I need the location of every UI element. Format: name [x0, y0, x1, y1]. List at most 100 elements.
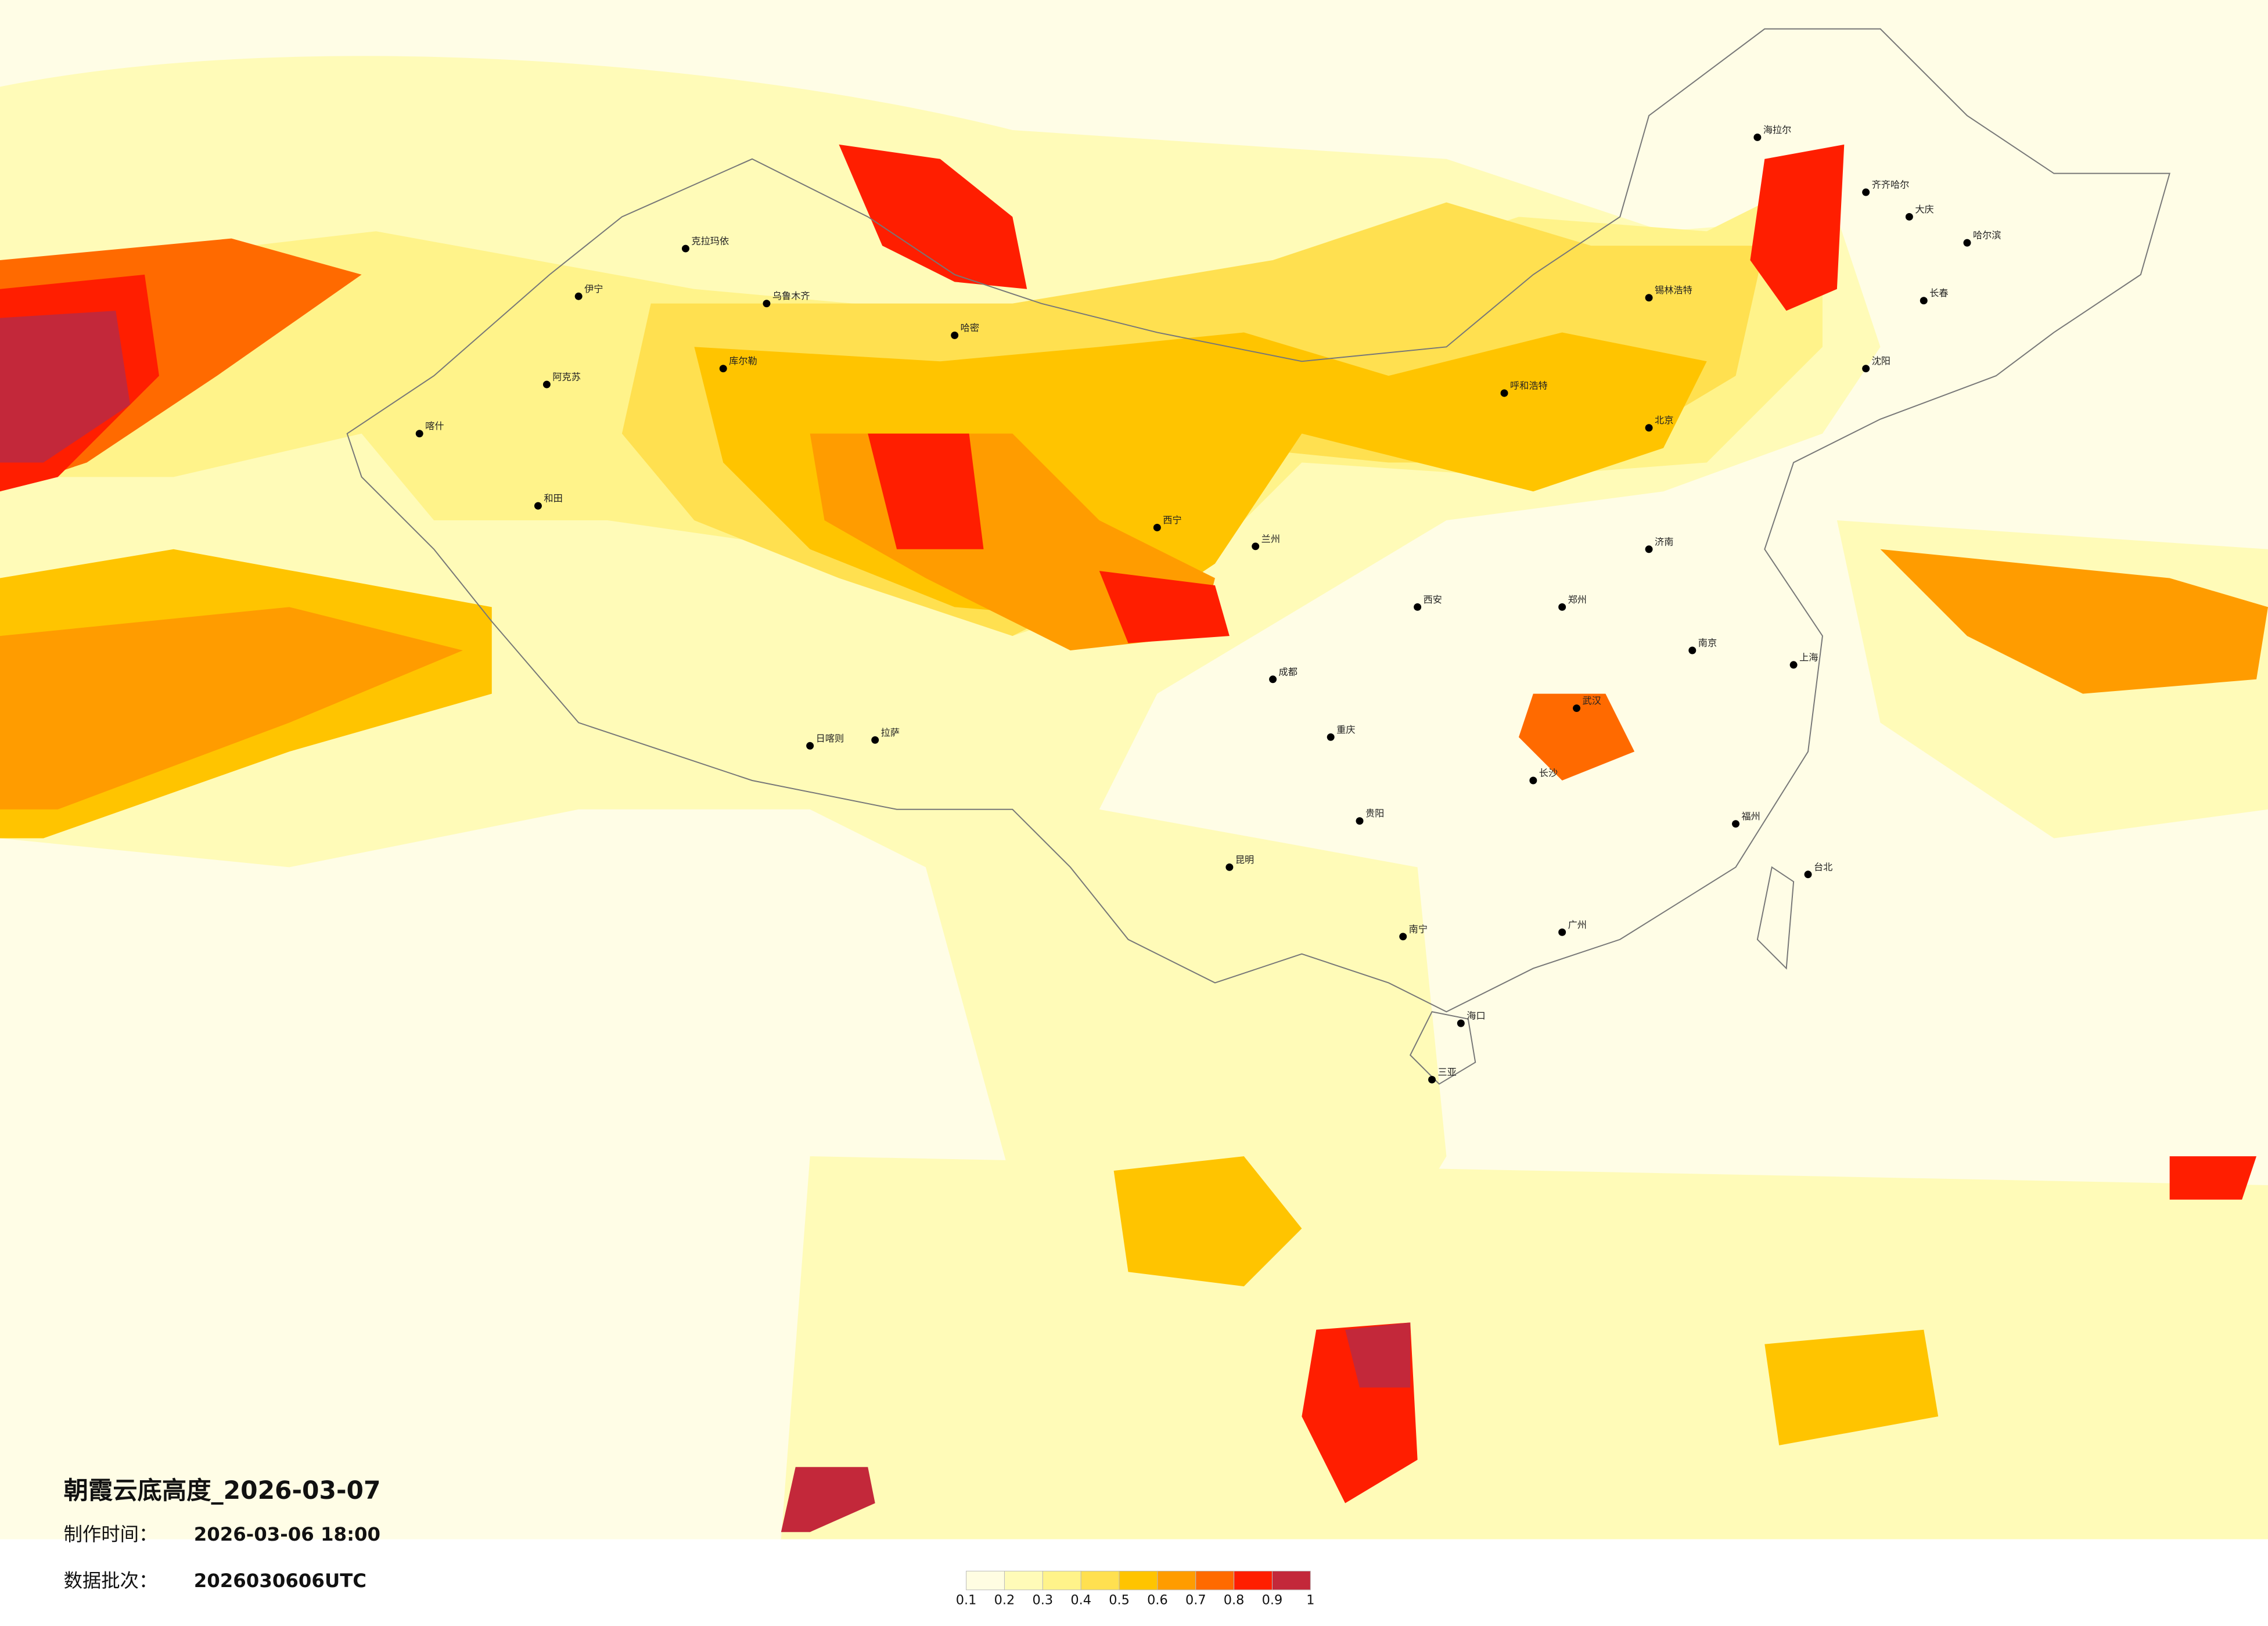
city-dot	[1399, 933, 1407, 941]
city-label: 阿克苏	[552, 372, 581, 383]
legend-swatch	[1195, 1570, 1235, 1591]
legend-tick-label: 0.5	[1109, 1593, 1130, 1608]
city-dot	[1862, 188, 1870, 196]
legend-swatch	[1004, 1570, 1043, 1591]
cloud-area	[1113, 1156, 1302, 1287]
legend-tick-label: 0.4	[1070, 1593, 1091, 1608]
cloud-area	[1764, 1329, 1939, 1445]
city-label: 海拉尔	[1763, 124, 1792, 135]
city-dot	[763, 300, 771, 308]
country-outline	[346, 28, 2170, 1013]
cloud-area	[839, 144, 1027, 289]
city-label: 广州	[1568, 919, 1587, 930]
city-dot	[1905, 213, 1913, 221]
legend-tick-label: 0.3	[1033, 1593, 1054, 1608]
city-label: 克拉玛依	[691, 236, 729, 247]
city-label: 兰州	[1261, 533, 1280, 544]
city-label: 齐齐哈尔	[1872, 179, 1910, 190]
city-dot	[1920, 297, 1928, 305]
city-label: 上海	[1799, 652, 1818, 663]
city-label: 库尔勒	[729, 355, 757, 366]
city-dot	[1789, 661, 1798, 669]
city-label: 济南	[1655, 536, 1673, 547]
city-label: 武汉	[1583, 695, 1601, 706]
info-value: 2026-03-06 18:00	[194, 1523, 380, 1545]
cloud-area	[1099, 571, 1230, 643]
city-dot	[1688, 646, 1696, 654]
city-dot	[1558, 928, 1566, 936]
city-label: 哈尔滨	[1973, 230, 2001, 241]
city-dot	[806, 742, 814, 750]
city-label: 成都	[1279, 666, 1297, 677]
cloud-area	[781, 1156, 2268, 1539]
city-label: 拉萨	[881, 727, 900, 738]
city-dot	[1414, 603, 1422, 611]
cloud-area	[1880, 549, 2268, 694]
map-title: 朝霞云底高度_2026-03-07	[64, 1476, 381, 1505]
city-dot	[1153, 523, 1161, 531]
cloud-area	[2169, 1156, 2257, 1200]
city-label: 乌鲁木齐	[772, 290, 810, 301]
city-dot	[871, 736, 879, 744]
cloud-area	[1750, 144, 1845, 311]
legend-tick-label: 1	[1306, 1593, 1314, 1608]
city-label: 南宁	[1409, 923, 1428, 934]
city-dot	[415, 430, 423, 438]
legend-swatch	[1042, 1570, 1081, 1591]
city-label: 长沙	[1539, 768, 1558, 779]
cloud-area	[1345, 1322, 1411, 1388]
city-dot	[1225, 863, 1234, 871]
city-dot	[1573, 704, 1581, 713]
city-label: 福州	[1741, 811, 1760, 822]
city-dot	[534, 502, 542, 510]
city-label: 伊宁	[584, 283, 603, 294]
city-label: 日喀则	[816, 733, 844, 744]
city-dot	[1804, 870, 1812, 879]
city-dot	[542, 380, 551, 388]
city-dot	[1645, 545, 1653, 553]
city-dot	[1645, 294, 1653, 302]
city-label: 西安	[1424, 594, 1442, 605]
city-dot	[1428, 1075, 1436, 1084]
cloud-area	[1518, 693, 1635, 780]
city-label: 重庆	[1336, 724, 1355, 735]
city-dot	[574, 292, 583, 300]
city-label: 哈密	[961, 322, 979, 333]
legend-swatch	[1080, 1570, 1120, 1591]
cloud-area	[0, 311, 131, 463]
city-dot	[1356, 817, 1364, 825]
legend-swatch	[1157, 1570, 1196, 1591]
city-label: 南京	[1698, 638, 1717, 649]
cloud-field	[0, 56, 2268, 1539]
cloud-area	[0, 607, 463, 810]
city-label: 大庆	[1915, 204, 1933, 215]
legend-tick-label: 0.2	[994, 1593, 1015, 1608]
city-label: 郑州	[1568, 594, 1587, 605]
city-dot	[719, 365, 727, 373]
city-label: 贵阳	[1365, 808, 1384, 819]
legend-tick-label: 0.1	[956, 1593, 977, 1608]
legend-tick-label: 0.9	[1262, 1593, 1283, 1608]
city-dot	[1753, 133, 1762, 141]
city-label: 和田	[544, 493, 562, 504]
city-dot	[1732, 820, 1739, 828]
cloud-area	[868, 433, 984, 549]
legend-swatch	[1234, 1570, 1273, 1591]
legend-tick-label: 0.6	[1147, 1593, 1168, 1608]
city-label: 长春	[1929, 287, 1948, 298]
city-label: 三亚	[1437, 1067, 1456, 1078]
city-dot	[951, 331, 959, 339]
legend-tick-label: 0.8	[1224, 1593, 1245, 1608]
legend-swatch	[966, 1570, 1005, 1591]
city-label: 喀什	[425, 420, 444, 431]
city-dot	[1252, 542, 1260, 551]
island-outline	[1409, 1011, 1476, 1085]
city-dot	[1269, 675, 1277, 684]
city-label: 海口	[1467, 1010, 1485, 1021]
city-label: 北京	[1655, 415, 1673, 426]
legend: 0.1 0.2 0.3 0.4 0.5 0.6 0.7 0.8 0.9 1	[956, 1570, 1314, 1608]
city-dot	[681, 244, 689, 253]
